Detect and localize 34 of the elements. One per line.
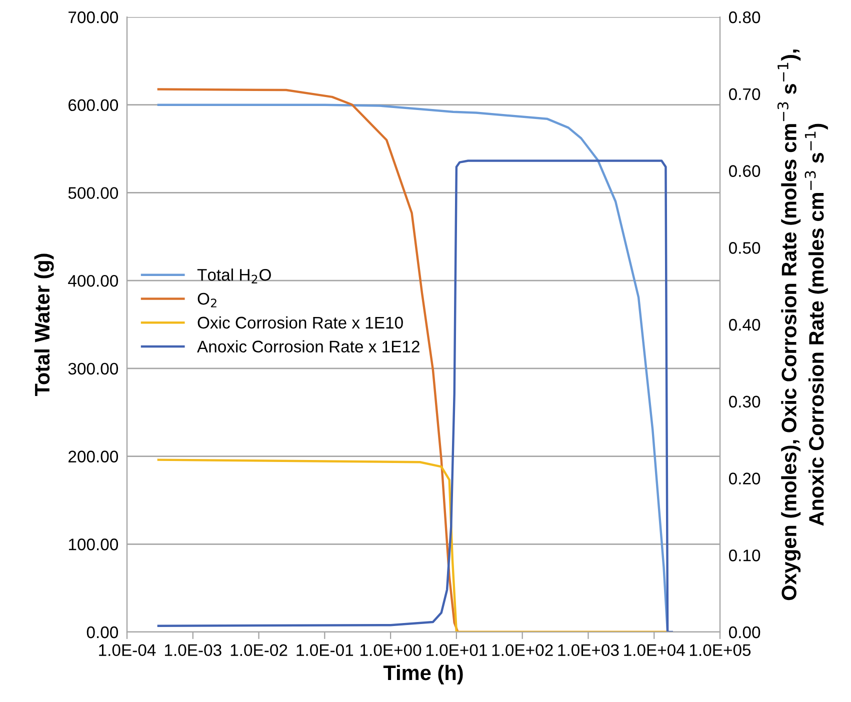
- x-tick-label: 1.0E+00: [360, 644, 422, 656]
- y2-tick-label: 0.00: [728, 626, 760, 638]
- x-tick-label: 1.0E+05: [690, 644, 751, 656]
- legend-label: Anoxic Corrosion Rate x 1E12: [197, 340, 420, 352]
- legend-label: O$_{2}$: [198, 292, 216, 308]
- y2-tick-label: 0.30: [728, 396, 760, 408]
- x-tick-label: 1.0E+04: [624, 644, 685, 656]
- x-tick-label: 1.0E+01: [426, 644, 487, 656]
- y-tick-label: 300.00: [68, 362, 118, 375]
- text: Oxygen (moles), Oxic Corrosion Rate (moles cm$^{−3}$ s$^{−1}$), Anoxic Corrosion Rate (moles cm$^{−3}$ s$^{−1}$): [777, 50, 828, 600]
- y-axis-title: Total Water (g): [34, 254, 54, 396]
- y-tick-label: 400.00: [68, 274, 118, 287]
- y2-tick-label: 0.10: [728, 550, 760, 562]
- x-axis-title: Time (h): [383, 664, 463, 684]
- y2-tick-label: 0.20: [728, 472, 760, 484]
- y-tick-label: 500.00: [68, 187, 118, 199]
- x-tick-label: 1.0E-03: [164, 644, 222, 656]
- legend-label: Oxic Corrosion Rate x 1E10: [198, 316, 403, 329]
- y-tick-label: 700.00: [68, 11, 118, 24]
- y2-tick-label: 0.50: [728, 242, 760, 254]
- y-tick-label: 600.00: [68, 99, 118, 112]
- x-tick-label: 1.0E-02: [230, 644, 288, 656]
- y2-tick-label: 0.80: [728, 11, 760, 24]
- x-tick-label: 1.0E-04: [99, 644, 156, 656]
- x-tick-label: 1.0E+03: [558, 644, 619, 656]
- y-tick-label: 100.00: [68, 538, 118, 550]
- y2-tick-label: 0.60: [728, 165, 760, 177]
- x-tick-label: 1.0E-01: [296, 644, 354, 656]
- legend-label: Total H$_{2}$O: [197, 268, 271, 284]
- y2-tick-label: 0.40: [728, 318, 760, 331]
- y-tick-label: 200.00: [68, 450, 118, 462]
- y2-tick-label: 0.70: [728, 88, 760, 100]
- y-tick-label: 0.00: [86, 626, 118, 638]
- x-tick-label: 1.0E+02: [492, 644, 553, 656]
